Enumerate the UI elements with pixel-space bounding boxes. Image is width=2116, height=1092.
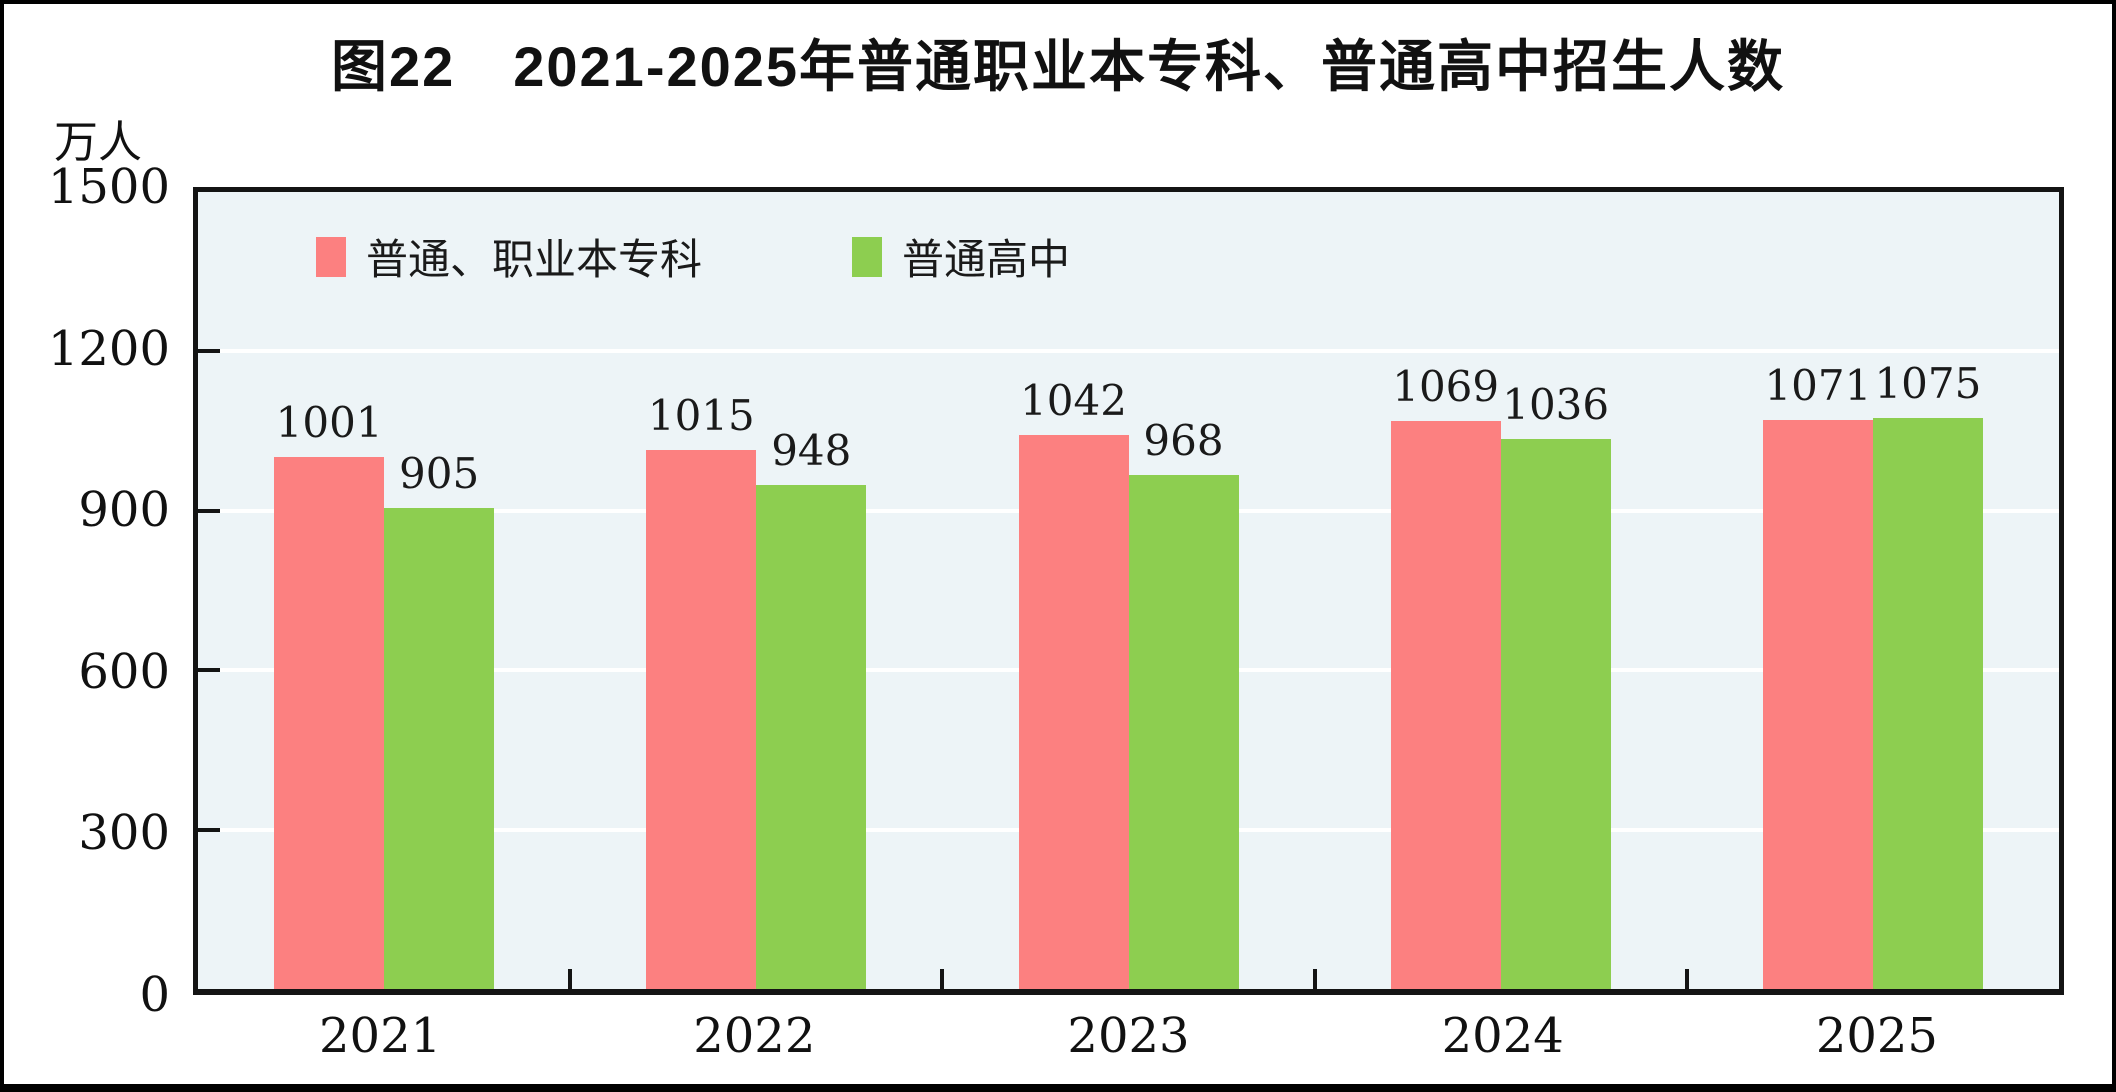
y-tick-1200	[198, 349, 220, 354]
bar-2022-series1	[646, 449, 757, 989]
x-axis-label-2025: 2025	[1815, 1008, 1938, 1064]
bar-value-label-2022-series1: 1015	[647, 390, 755, 440]
bar-value-label-2021-series1: 1001	[275, 398, 383, 448]
y-axis-unit-label: 万人	[54, 118, 142, 167]
y-tick-300	[198, 827, 220, 832]
y-axis-label-900: 900	[78, 482, 170, 539]
bar-2022-series2	[756, 485, 867, 989]
bar-value-label-2025-series1: 1071	[1764, 360, 1872, 410]
legend-label-series2: 普通高中	[902, 236, 1071, 283]
bar-value-label-2023-series1: 1042	[1020, 376, 1127, 426]
y-axis-label-1500: 1500	[47, 159, 170, 215]
bar-value-label-2023-series2: 968	[1143, 415, 1224, 465]
y-tick-900	[198, 508, 220, 513]
bar-2024-series1	[1390, 421, 1501, 989]
bar-2025-series1	[1762, 419, 1873, 989]
x-tick-boundary-3	[1312, 969, 1317, 989]
bar-value-label-2024-series1: 1069	[1392, 362, 1500, 412]
legend-label-series1: 普通、职业本专科	[366, 236, 703, 283]
x-tick-boundary-1	[568, 969, 573, 989]
y-tick-600	[198, 668, 220, 673]
chart-title: 图22 2021-2025年普通职业本专科、普通高中招生人数	[330, 35, 1786, 98]
bar-2023-series1	[1018, 435, 1129, 989]
plot-inner: 普通、职业本专科 普通高中 1001 905 1015 948 1042 968 1069 1…	[198, 192, 2059, 989]
plot-area: 普通、职业本专科 普通高中 1001 905 1015 948 1042 968 1069 1…	[193, 187, 2064, 995]
bar-2021-series1	[274, 457, 385, 989]
bar-value-label-2021-series2: 905	[399, 449, 480, 499]
x-axis-label-2022: 2022	[693, 1008, 816, 1064]
bar-2024-series2	[1500, 438, 1611, 989]
bar-2025-series2	[1872, 417, 1983, 989]
y-axis-label-1200: 1200	[47, 320, 170, 377]
legend-swatch-series2-icon	[852, 236, 883, 277]
bar-value-label-2024-series2: 1036	[1502, 379, 1610, 429]
bar-2023-series2	[1128, 474, 1239, 989]
legend: 普通、职业本专科 普通高中	[316, 226, 1070, 287]
bar-2021-series2	[384, 508, 495, 989]
y-axis-label-0: 0	[139, 967, 170, 1023]
bar-value-label-2025-series2: 1075	[1874, 358, 1982, 408]
legend-item-series1: 普通、职业本专科	[316, 226, 702, 287]
x-axis-label-2021: 2021	[319, 1008, 442, 1064]
x-tick-boundary-2	[940, 969, 945, 989]
y-axis-label-300: 300	[78, 805, 170, 862]
gridline-1200	[198, 349, 2059, 354]
x-axis-label-2024: 2024	[1441, 1008, 1564, 1064]
legend-swatch-series1-icon	[316, 236, 346, 277]
bar-value-label-2022-series2: 948	[771, 426, 852, 476]
x-axis-label-2023: 2023	[1067, 1008, 1190, 1064]
y-axis-label-600: 600	[78, 643, 170, 700]
legend-item-series2: 普通高中	[852, 226, 1070, 287]
x-tick-boundary-4	[1684, 969, 1689, 989]
